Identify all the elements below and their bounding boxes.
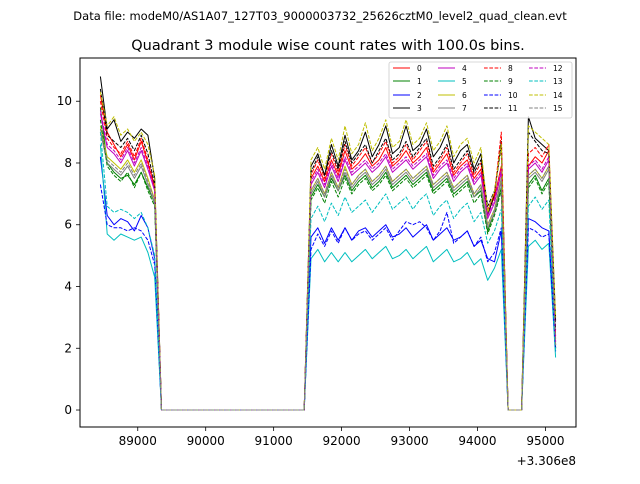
y-tick-label: 2 — [64, 341, 72, 355]
x-tick-label: 93000 — [390, 434, 428, 448]
chart-title: Quadrant 3 module wise count rates with … — [131, 38, 525, 54]
legend-label-7: 7 — [462, 104, 467, 113]
legend-label-2: 2 — [417, 91, 422, 100]
legend-label-14: 14 — [553, 91, 563, 100]
y-tick-label: 10 — [57, 94, 72, 108]
legend-frame — [388, 61, 573, 119]
y-tick-label: 6 — [64, 218, 72, 232]
series-layer — [99, 76, 557, 411]
legend-label-11: 11 — [508, 104, 518, 113]
y-tick-label: 0 — [64, 403, 72, 417]
legend-label-13: 13 — [553, 77, 563, 86]
x-offset-label: +3.306e8 — [517, 454, 576, 468]
y-axis: 0 2 4 6 8 10 — [57, 94, 80, 417]
series-line-10 — [99, 184, 557, 411]
legend-label-10: 10 — [508, 91, 518, 100]
x-tick-label: 91000 — [255, 434, 293, 448]
series-line-8 — [99, 101, 557, 411]
legend-label-8: 8 — [508, 64, 513, 73]
legend-label-6: 6 — [462, 91, 467, 100]
legend-label-9: 9 — [508, 77, 513, 86]
legend-label-12: 12 — [553, 64, 563, 73]
data-file-label: Data file: modeM0/AS1A07_127T03_90000037… — [73, 9, 567, 23]
legend-label-3: 3 — [417, 104, 422, 113]
legend-label-1: 1 — [417, 77, 422, 86]
x-tick-label: 95000 — [526, 434, 564, 448]
plot-area: 89000 90000 91000 92000 93000 94000 95000 0 2 4 6… — [57, 57, 577, 468]
axes-frame — [79, 57, 577, 428]
y-tick-label: 8 — [64, 156, 72, 170]
legend-label-15: 15 — [553, 104, 563, 113]
legend-label-0: 0 — [417, 64, 422, 73]
x-axis: 89000 90000 91000 92000 93000 94000 95000 — [119, 427, 565, 448]
series-line-14 — [99, 91, 557, 411]
legend-label-4: 4 — [462, 64, 467, 73]
x-tick-label: 90000 — [187, 434, 225, 448]
y-tick-label: 4 — [64, 280, 72, 294]
x-tick-label: 94000 — [458, 434, 496, 448]
legend-label-5: 5 — [462, 77, 467, 86]
x-tick-label: 92000 — [322, 434, 360, 448]
series-line-15 — [99, 128, 557, 411]
x-tick-label: 89000 — [119, 434, 157, 448]
